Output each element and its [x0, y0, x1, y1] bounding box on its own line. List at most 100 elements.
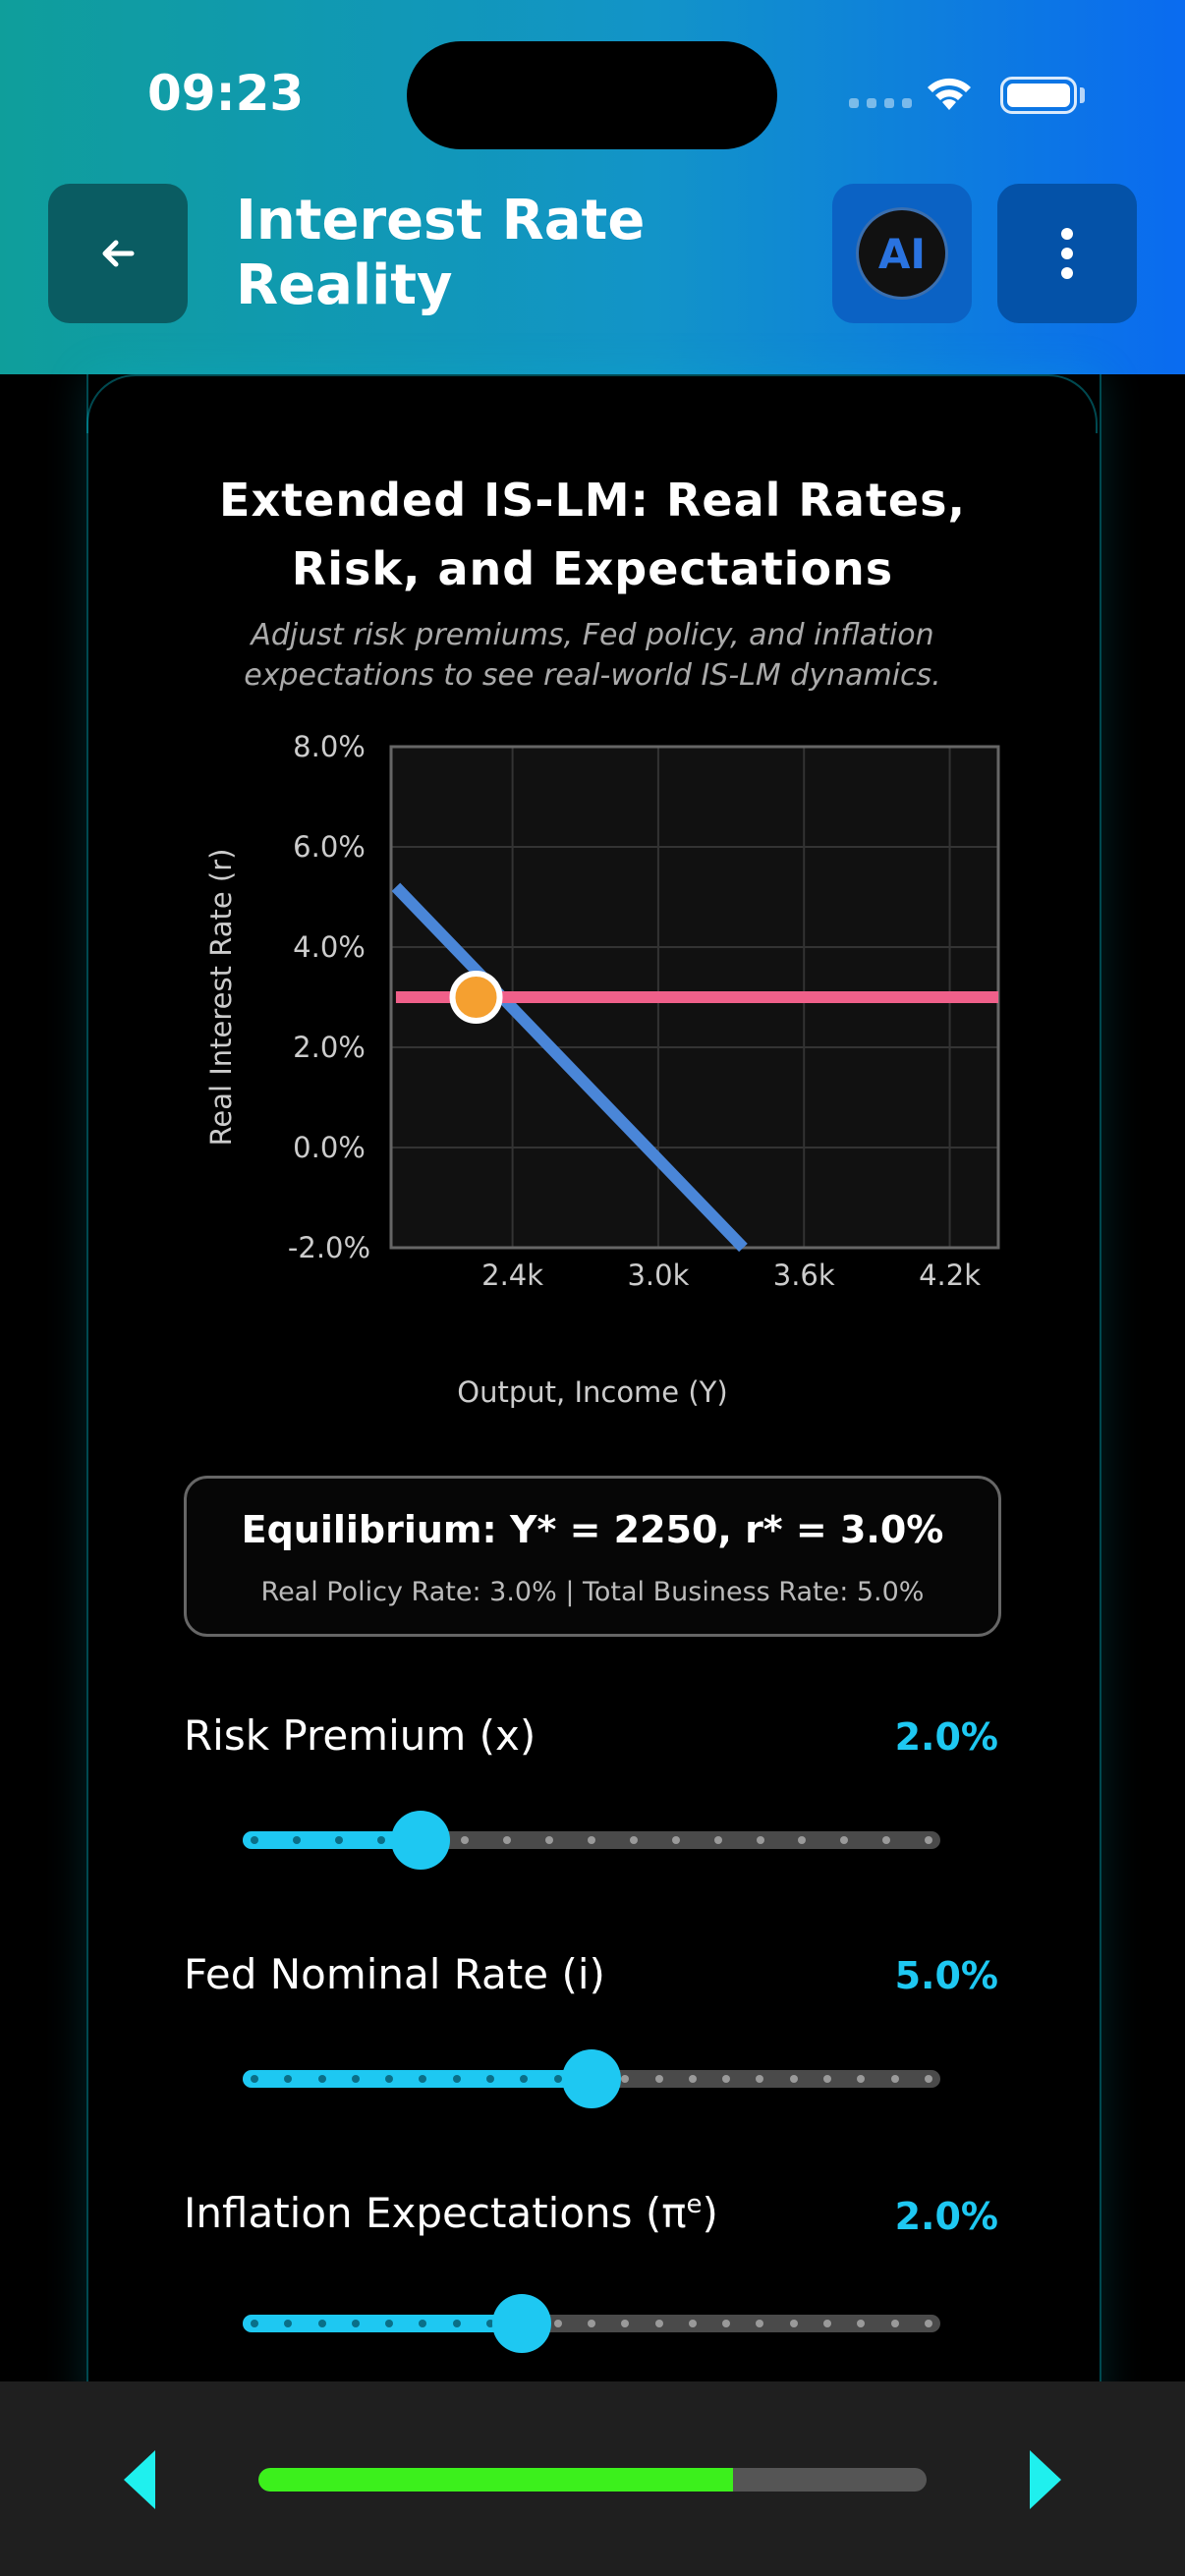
next-arrow-icon[interactable] [1030, 2450, 1061, 2509]
slider-tick [823, 2075, 832, 2083]
slider-tick [486, 2075, 495, 2083]
slider-thumb[interactable] [391, 1811, 451, 1870]
risk-premium-slider[interactable] [243, 1811, 940, 1870]
simulation-card-top [86, 374, 1098, 433]
cellular-signal-icon [849, 98, 912, 108]
slider-tick [520, 2075, 529, 2083]
slider-tick [621, 2075, 630, 2083]
y-tick-label: 6.0% [293, 830, 366, 864]
y-tick-label: 8.0% [293, 730, 366, 763]
slider-ticks [243, 2070, 940, 2088]
slider-tick [588, 1836, 595, 1844]
slider-tick [924, 2075, 932, 2083]
slider-tick [317, 2320, 326, 2327]
slider-thumb[interactable] [562, 2049, 621, 2108]
slider-tick [419, 2320, 427, 2327]
progress-fill [258, 2468, 733, 2492]
slider-tick [385, 2320, 394, 2327]
slider-tick [452, 2320, 461, 2327]
inflation-label-end: ) [702, 2189, 718, 2237]
slider-tick [251, 2075, 258, 2083]
slider-tick [452, 2075, 461, 2083]
arrow-left-icon [102, 240, 135, 267]
slider-tick [334, 1836, 343, 1844]
slider-tick [756, 1836, 764, 1844]
page-title: Interest Rate Reality [236, 189, 646, 317]
battery-icon [1000, 77, 1077, 114]
slider-tick [713, 1836, 722, 1844]
slider-ticks [243, 2315, 940, 2332]
slider-tick [890, 2075, 899, 2083]
slider-tick [419, 2075, 427, 2083]
y-tick-label: 4.0% [293, 930, 366, 964]
slider-tick [671, 1836, 680, 1844]
slider-tick [385, 2075, 394, 2083]
slider-tick [722, 2320, 731, 2327]
back-button[interactable] [48, 184, 188, 323]
x-tick-label: 4.2k [919, 1259, 981, 1292]
fed-rate-label: Fed Nominal Rate (i) [184, 1950, 605, 1998]
dynamic-island [407, 41, 777, 149]
slider-tick [798, 1836, 807, 1844]
slider-tick [756, 2320, 764, 2327]
ai-assistant-button[interactable]: AI [832, 184, 972, 323]
equilibrium-box: Equilibrium: Y* = 2250, r* = 3.0% Real P… [184, 1476, 1001, 1637]
wifi-icon [928, 78, 971, 110]
slider-tick [284, 2075, 293, 2083]
simulation-title: Extended IS-LM: Real Rates, Risk, and Ex… [219, 474, 966, 595]
slider-tick [823, 2320, 832, 2327]
slider-fill [243, 1831, 422, 1849]
lesson-progress-bar [258, 2468, 927, 2492]
slider-tick [654, 2320, 663, 2327]
y-tick-label: 2.0% [293, 1031, 366, 1064]
more-options-button[interactable] [997, 184, 1137, 323]
x-axis-label: Output, Income (Y) [457, 1375, 727, 1409]
y-tick-label: 0.0% [293, 1131, 366, 1164]
fed-rate-slider[interactable] [243, 2049, 940, 2108]
slider-tick [317, 2075, 326, 2083]
previous-arrow-icon[interactable] [124, 2450, 155, 2509]
equilibrium-rates: Real Policy Rate: 3.0% | Total Business … [260, 1577, 925, 1607]
inflation-label-main: Inflation Expectations (π [184, 2189, 687, 2237]
battery-tip [1080, 87, 1085, 103]
inflation-expectations-value: 2.0% [894, 2195, 998, 2238]
slider-tick [857, 2320, 866, 2327]
slider-tick [553, 2075, 562, 2083]
slider-tick [688, 2320, 697, 2327]
slider-tick [857, 2075, 866, 2083]
y-tick-label: -2.0% [288, 1231, 370, 1264]
simulation-subtitle: Adjust risk premiums, Fed policy, and in… [244, 618, 941, 693]
slider-tick [789, 2320, 798, 2327]
slider-tick [545, 1836, 554, 1844]
x-tick-label: 2.4k [481, 1259, 543, 1292]
slider-tick [722, 2075, 731, 2083]
slider-ticks [243, 1831, 940, 1849]
slider-tick [486, 2320, 495, 2327]
inflation-expectations-slider[interactable] [243, 2294, 940, 2353]
slider-tick [840, 1836, 849, 1844]
slider-tick [351, 2320, 360, 2327]
slider-tick [756, 2075, 764, 2083]
slider-tick [621, 2320, 630, 2327]
more-vertical-icon [1061, 228, 1073, 279]
slider-tick [890, 2320, 899, 2327]
inflation-expectations-label: Inflation Expectations (πe) [184, 2189, 718, 2237]
slider-tick [292, 1836, 301, 1844]
ai-icon: AI [856, 207, 948, 300]
slider-tick [461, 1836, 470, 1844]
risk-premium-value: 2.0% [894, 1715, 998, 1759]
slider-tick [629, 1836, 638, 1844]
slider-tick [924, 2320, 932, 2327]
slider-tick [882, 1836, 891, 1844]
slider-fill [243, 2070, 592, 2088]
equilibrium-values: Equilibrium: Y* = 2250, r* = 3.0% [241, 1508, 944, 1551]
slider-thumb[interactable] [492, 2294, 551, 2353]
y-axis-label: Real Interest Rate (r) [204, 849, 238, 1147]
x-tick-label: 3.0k [627, 1259, 689, 1292]
risk-premium-label: Risk Premium (x) [184, 1711, 536, 1760]
slider-tick [587, 2320, 595, 2327]
slider-tick [789, 2075, 798, 2083]
slider-tick [376, 1836, 385, 1844]
slider-tick [553, 2320, 562, 2327]
is-lm-chart[interactable]: 8.0% 6.0% 4.0% 2.0% 0.0% -2.0% 2.4k 3.0k 3.6k 4.2… [187, 717, 1032, 1415]
